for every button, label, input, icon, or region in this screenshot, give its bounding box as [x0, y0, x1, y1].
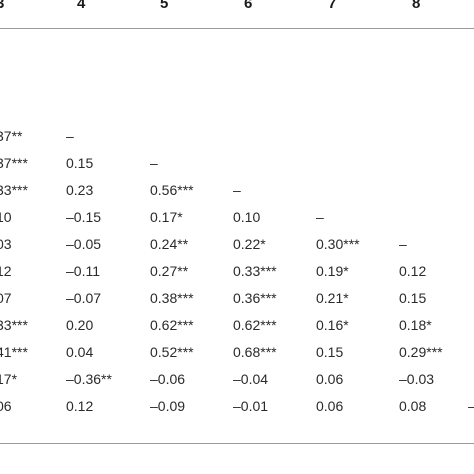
table-cell: 0.33*** — [233, 263, 277, 279]
column-header-7: 7 — [328, 0, 337, 12]
table-cell: 0.30*** — [316, 236, 360, 252]
table-cell: –0.11 — [66, 263, 100, 279]
table-cell: 0.12 — [66, 398, 94, 414]
table-cell: – — [316, 209, 324, 225]
table-cell: 0.18* — [399, 317, 432, 333]
table-cell: 0.06 — [316, 398, 344, 414]
table-cell: 17* — [0, 371, 18, 387]
table-cell: 0.04 — [66, 344, 94, 360]
table-cell: 0.20 — [66, 317, 94, 333]
table-cell: 0.15 — [66, 155, 94, 171]
table-cell: –0.09 — [150, 398, 186, 414]
table-cell: 33*** — [0, 182, 28, 198]
table-cell: 41*** — [0, 344, 28, 360]
column-header-3: 3 — [0, 0, 5, 12]
table-cell: 0.23 — [66, 182, 94, 198]
table-cell: – — [66, 128, 74, 144]
table-cell: 37** — [0, 128, 23, 144]
table-cell: 33*** — [0, 317, 28, 333]
table-cell: 0.08 — [399, 398, 427, 414]
column-header-5: 5 — [160, 0, 169, 12]
table-cell: – — [399, 236, 407, 252]
table-cell: –0.01 — [233, 398, 269, 414]
bottom-rule — [0, 443, 474, 444]
table-cell: – — [468, 397, 474, 415]
table-cell: 03 — [0, 236, 12, 252]
table-cell: 0.06 — [316, 371, 344, 387]
table-cell: – — [150, 155, 158, 171]
table-cell: –0.06 — [150, 371, 186, 387]
table-cell: 0.56*** — [150, 182, 194, 198]
column-header-6: 6 — [244, 0, 253, 12]
table-cell: –0.15 — [66, 209, 102, 225]
table-cell: 0.36*** — [233, 290, 277, 306]
table-cell: 0.16* — [316, 317, 349, 333]
table-cell: 0.10 — [233, 209, 261, 225]
table-cell: 10 — [0, 209, 12, 225]
column-header-4: 4 — [77, 0, 86, 12]
table-cell: 37*** — [0, 155, 28, 171]
table-cell: 0.27** — [150, 263, 189, 279]
header-rule — [0, 28, 474, 29]
table-cell: 0.19* — [316, 263, 349, 279]
table-cell: 0.12 — [399, 263, 427, 279]
column-header-8: 8 — [412, 0, 421, 12]
table-cell: 0.52*** — [150, 344, 194, 360]
table-cell: 06 — [0, 398, 12, 414]
table-cell: 0.15 — [399, 290, 427, 306]
table-cell: 0.21* — [316, 290, 349, 306]
table-cell: 0.24** — [150, 236, 189, 252]
table-cell: 0.29*** — [399, 344, 443, 360]
table-cell: – — [233, 182, 241, 198]
table-cell: 12 — [0, 263, 12, 279]
table-cell: 07 — [0, 290, 12, 306]
table-cell: –0.03 — [399, 371, 435, 387]
table-cell: 0.17* — [150, 209, 183, 225]
table-cell: 0.68*** — [233, 344, 277, 360]
table-cell: –0.07 — [66, 290, 102, 306]
table-cell: –0.04 — [233, 371, 269, 387]
table-cell: 0.22* — [233, 236, 266, 252]
table-cell: 0.38*** — [150, 290, 194, 306]
table-cell: 0.62*** — [233, 317, 277, 333]
table-cell: 0.62*** — [150, 317, 194, 333]
table-cell: –0.05 — [66, 236, 102, 252]
table-cell: 0.15 — [316, 344, 344, 360]
table-cell: –0.36** — [66, 371, 112, 387]
